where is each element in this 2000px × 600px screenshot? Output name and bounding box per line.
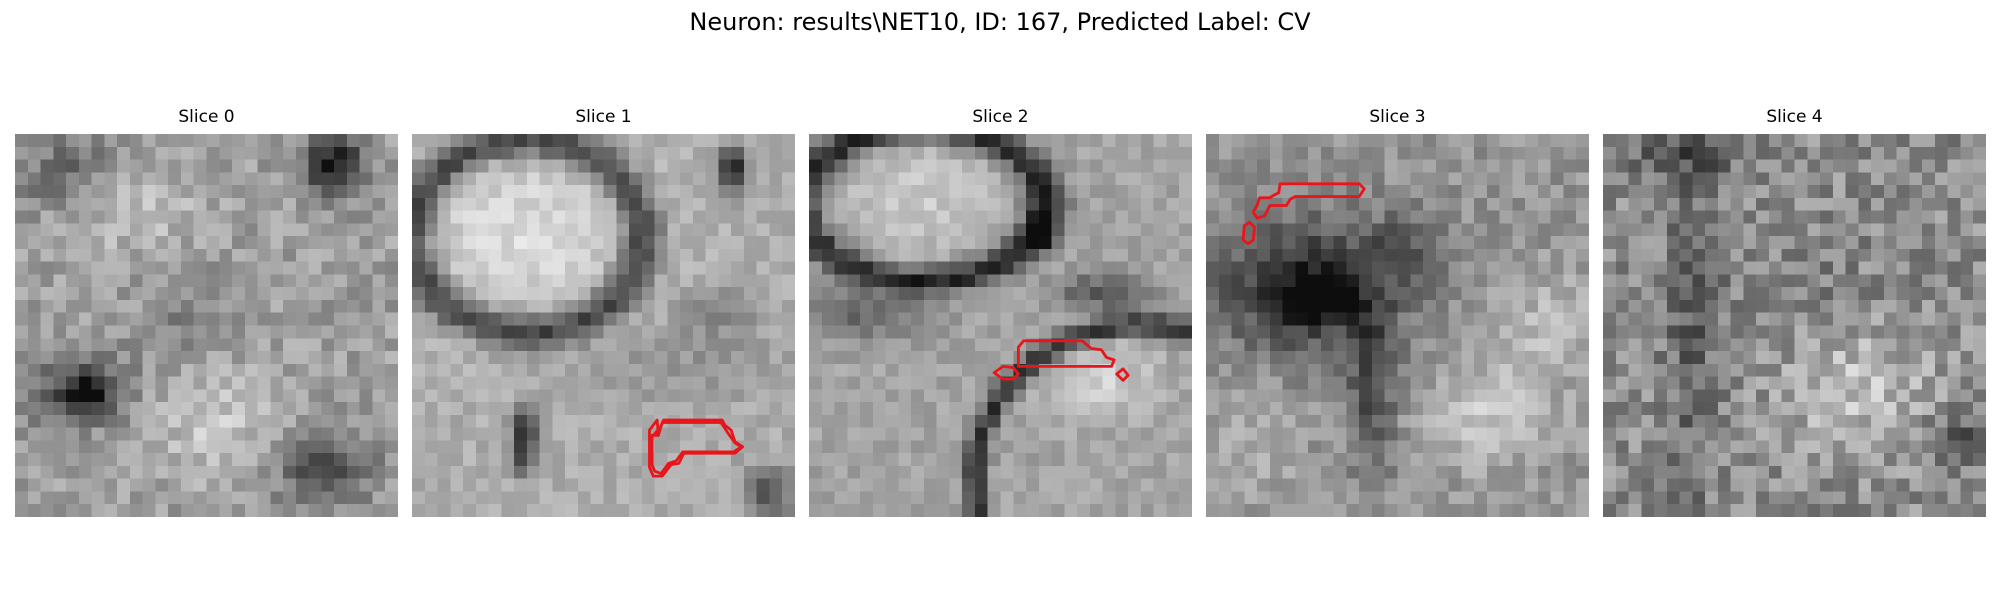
- slice-panel-3: Slice 3: [1206, 106, 1589, 517]
- slice-title: Slice 2: [972, 107, 1029, 127]
- slice-image: [15, 134, 398, 517]
- slice-title: Slice 1: [575, 107, 632, 127]
- segmentation-contours: [992, 339, 1130, 382]
- slice-title: Slice 4: [1766, 107, 1823, 127]
- slice-panel-2: Slice 2: [809, 106, 1192, 517]
- grayscale-pixels: [15, 134, 398, 517]
- slice-panel-0: Slice 0: [15, 106, 398, 517]
- segmentation-contours: [648, 418, 745, 478]
- segmentation-contour: [1115, 367, 1130, 382]
- slice-image: [412, 134, 795, 517]
- grayscale-pixels: [412, 134, 795, 517]
- grayscale-pixels: [809, 134, 1192, 517]
- segmentation-contour: [1016, 339, 1116, 368]
- segmentation-contour: [1241, 220, 1256, 246]
- slice-title: Slice 3: [1369, 107, 1426, 127]
- slice-image: [1206, 134, 1589, 517]
- segmentation-contour: [992, 364, 1020, 381]
- grayscale-pixels: [1206, 134, 1589, 517]
- slice-image: [809, 134, 1192, 517]
- slice-panel-4: Slice 4: [1603, 106, 1986, 517]
- grayscale-pixels: [1603, 134, 1986, 517]
- segmentation-contour: [1251, 182, 1366, 220]
- slice-panel-1: Slice 1: [412, 106, 795, 517]
- slice-title: Slice 0: [178, 107, 235, 127]
- segmentation-contours: [1241, 182, 1366, 246]
- segmentation-contour: [650, 421, 743, 475]
- slice-image: [1603, 134, 1986, 517]
- figure-title: Neuron: results\NET10, ID: 167, Predicte…: [689, 8, 1311, 36]
